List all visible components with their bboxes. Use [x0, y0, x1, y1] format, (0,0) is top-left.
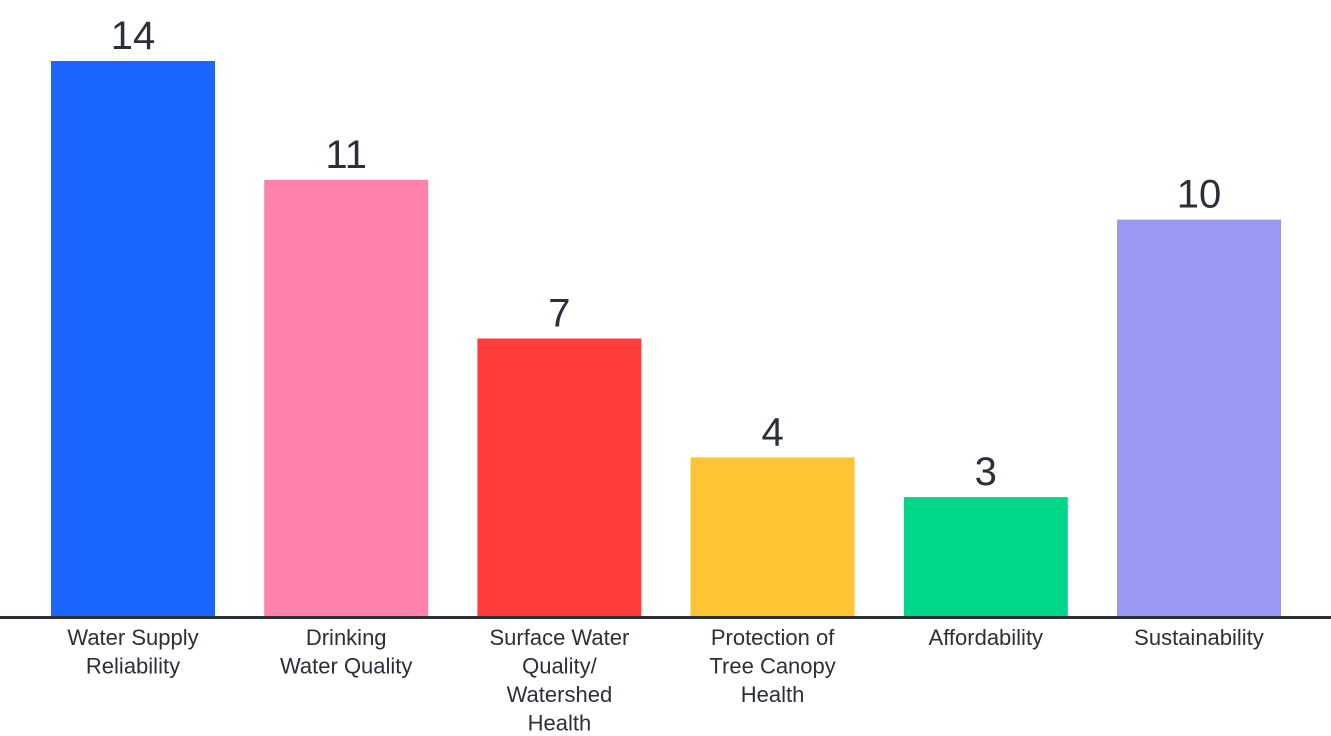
- category-label: Water Supply Reliability: [67, 625, 198, 679]
- category-label-line: Tree Canopy: [709, 654, 835, 679]
- bar-value-label: 3: [975, 450, 997, 494]
- category-label: Protection of Tree Canopy Health: [709, 625, 835, 707]
- category-label-line: Protection of: [711, 625, 835, 650]
- category-label-line: Drinking: [306, 625, 387, 650]
- category-label: Surface Water Quality/Watershed Health: [490, 625, 630, 736]
- category-label-line: Sustainability: [1134, 625, 1264, 650]
- category-labels-group: Water Supply Reliability Drinking Water Qua…: [67, 625, 1263, 736]
- category-label-line: Watershed: [507, 682, 613, 707]
- category-label-line: Health: [741, 682, 805, 707]
- bar: [690, 457, 855, 616]
- category-label-line: Reliability: [86, 654, 180, 679]
- category-label-line: Affordability: [929, 625, 1044, 650]
- bars-group: [51, 61, 1281, 616]
- bar: [903, 497, 1068, 616]
- bar: [51, 61, 215, 616]
- bar: [264, 179, 429, 616]
- category-label-line: Surface Water: [490, 625, 630, 650]
- bar-value-label: 11: [325, 133, 367, 177]
- bar: [477, 338, 642, 616]
- category-label-line: Health: [528, 711, 592, 736]
- category-label: Affordability: [929, 625, 1044, 650]
- bar-value-label: 7: [548, 292, 570, 336]
- category-label: Drinking Water Quality: [280, 625, 412, 679]
- category-label-line: Quality/: [522, 654, 597, 679]
- value-labels-group: 14 11 7 4 3 10: [111, 14, 1222, 494]
- bar-value-label: 14: [111, 14, 156, 58]
- bar: [1117, 219, 1281, 616]
- category-label: Sustainability: [1134, 625, 1264, 650]
- bar-value-label: 10: [1177, 173, 1222, 217]
- bar-value-label: 4: [761, 410, 783, 454]
- category-label-line: Water Supply: [67, 625, 198, 650]
- category-label-line: Water Quality: [280, 654, 412, 679]
